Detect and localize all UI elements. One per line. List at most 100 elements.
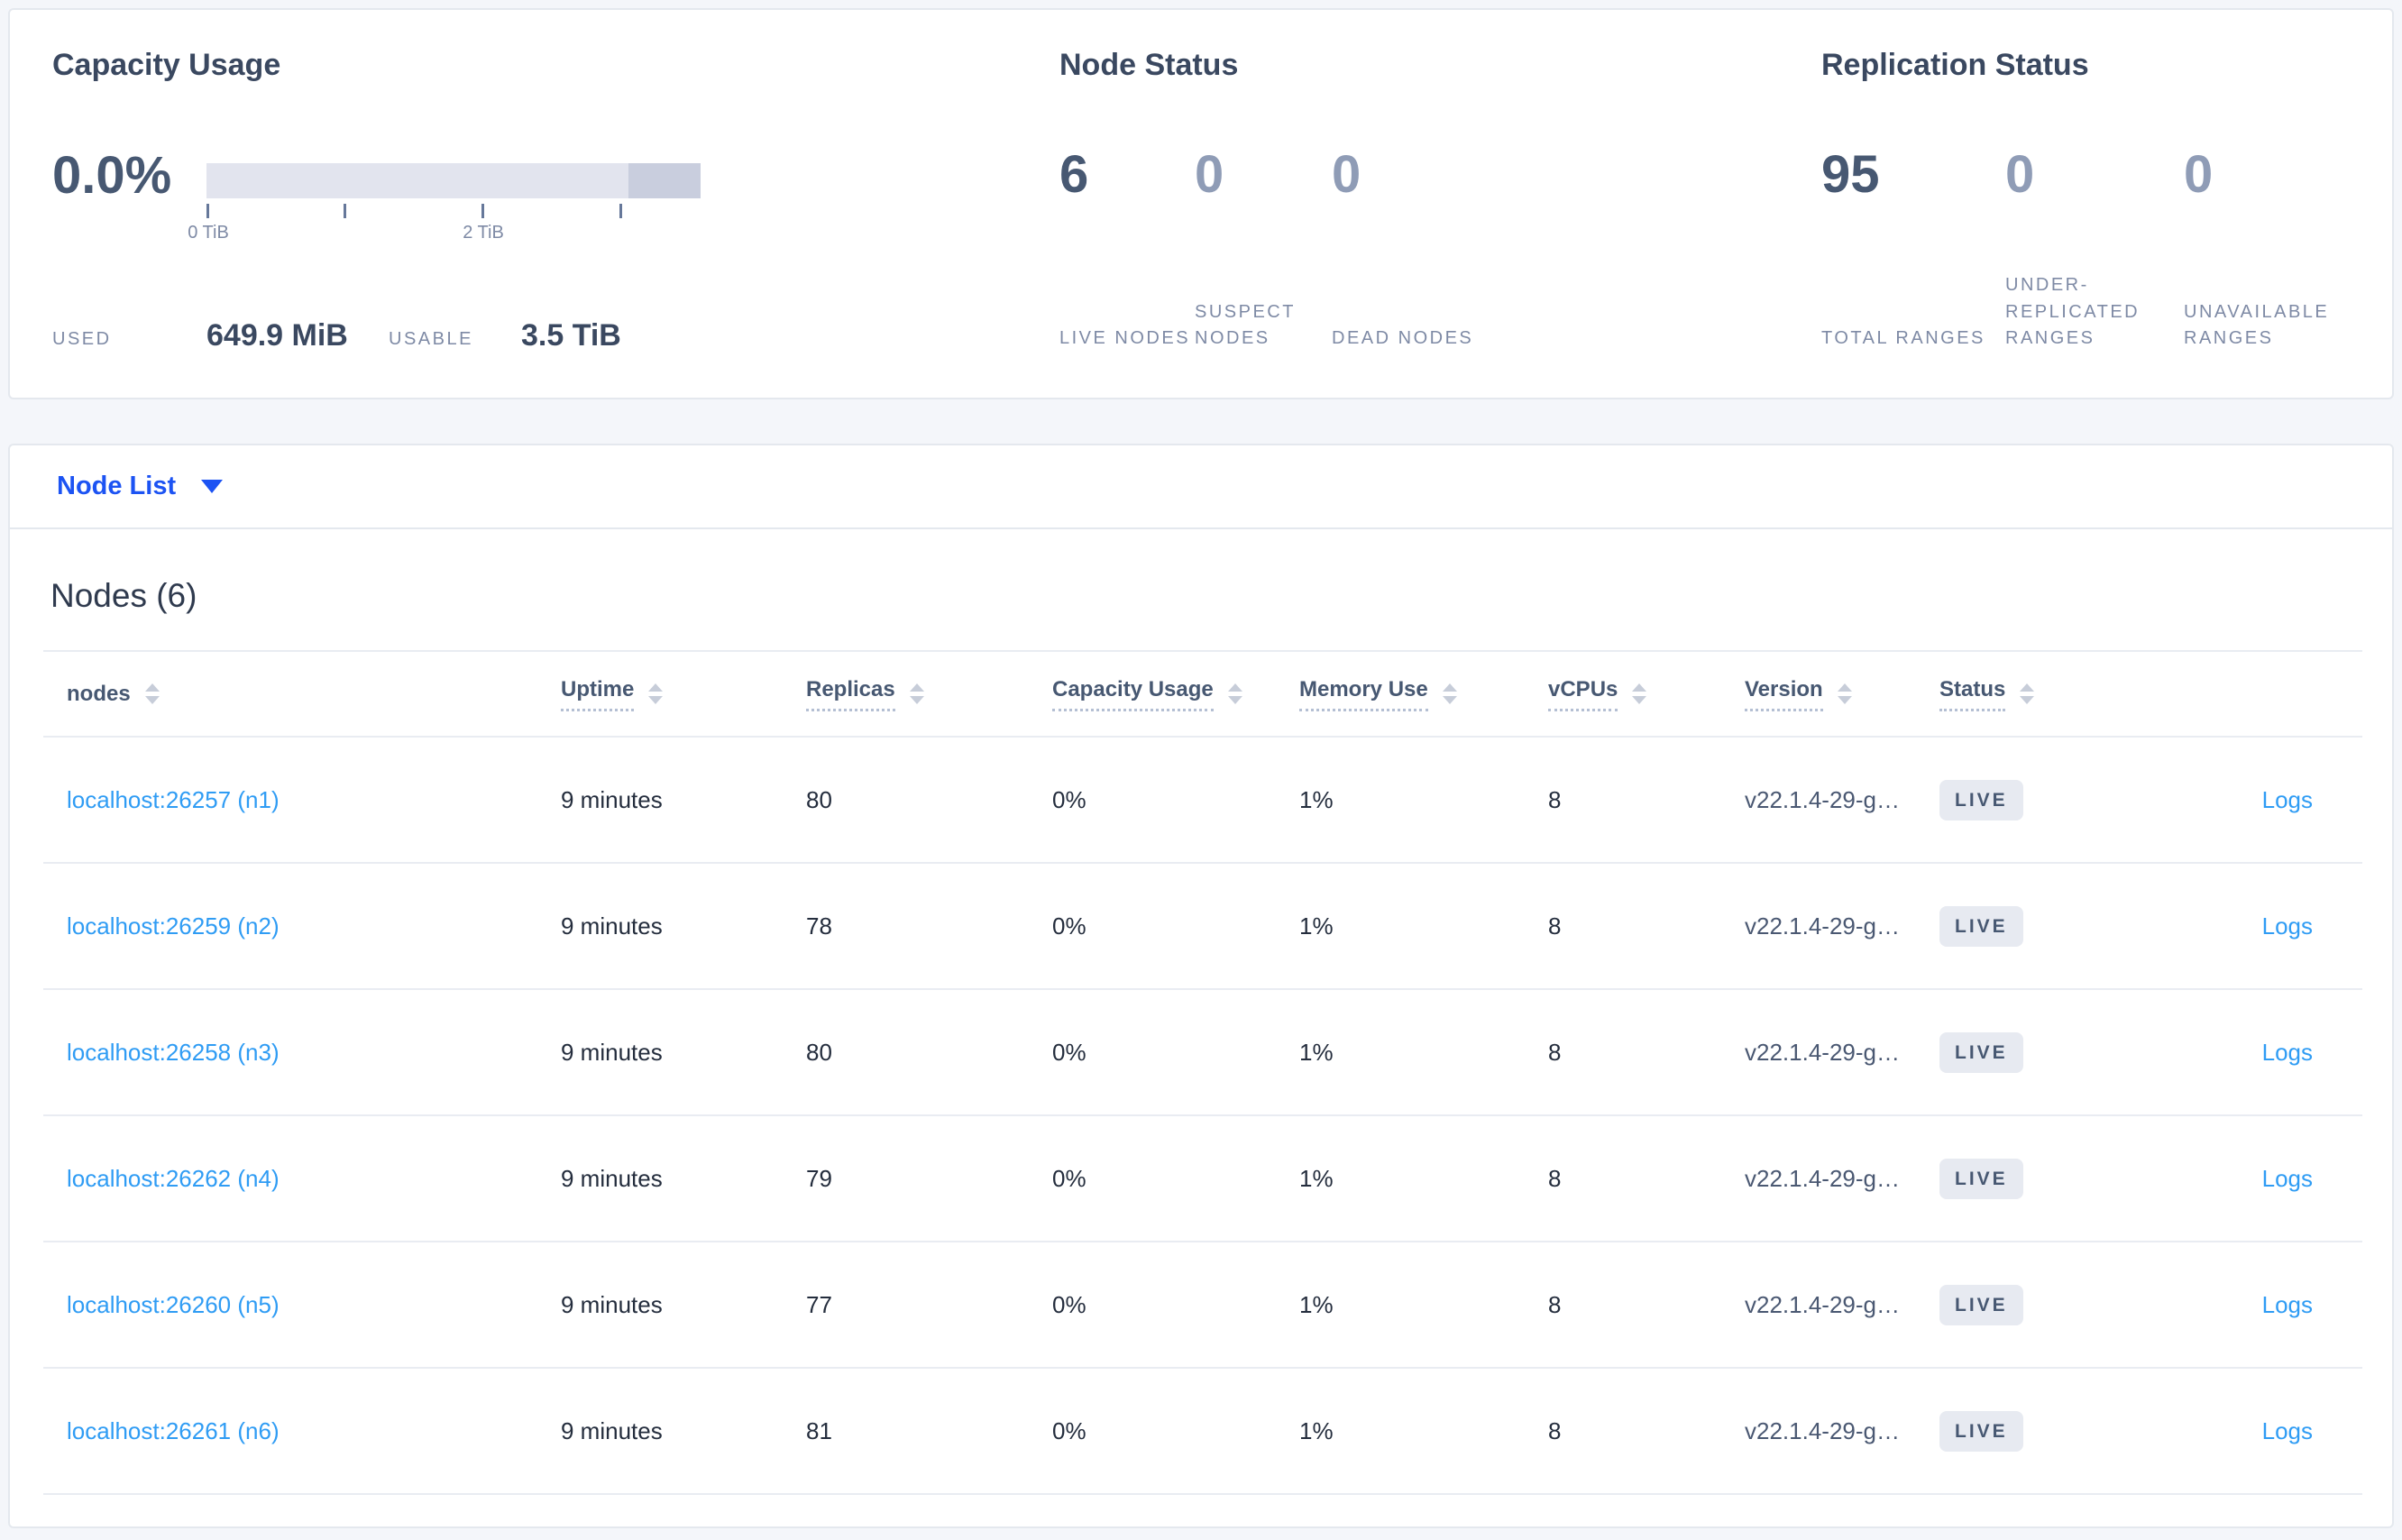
dead-nodes-stat: 0 DEAD NODES bbox=[1332, 143, 1485, 353]
table-row: localhost:26260 (n5) 9 minutes 77 0% 1% … bbox=[43, 1242, 2362, 1369]
uptime-cell: 9 minutes bbox=[561, 1038, 663, 1066]
vcpus-cell: 8 bbox=[1548, 912, 1562, 940]
usable-value: 3.5 TiB bbox=[521, 318, 621, 353]
replication-status-title: Replication Status bbox=[1821, 48, 2089, 82]
sort-icon[interactable] bbox=[1632, 683, 1647, 704]
memory-use-cell: 1% bbox=[1299, 785, 1334, 813]
replicas-cell: 79 bbox=[806, 1164, 832, 1192]
capacity-usage-cell: 0% bbox=[1052, 1038, 1086, 1066]
capacity-bar-chart: 0 TiB 2 TiB bbox=[188, 163, 701, 243]
header-replicas[interactable]: Replicas bbox=[806, 677, 1052, 711]
status-badge: LIVE bbox=[1939, 1031, 2023, 1073]
header-status[interactable]: Status bbox=[1939, 677, 2157, 711]
status-badge: LIVE bbox=[1939, 905, 2023, 947]
uptime-cell: 9 minutes bbox=[561, 912, 663, 940]
replicas-cell: 80 bbox=[806, 1038, 832, 1066]
axis-tick bbox=[481, 204, 484, 218]
version-cell: v22.1.4-29-g… bbox=[1745, 1290, 1900, 1318]
under-replicated-ranges-value: 0 bbox=[2005, 145, 2035, 204]
replicas-cell: 77 bbox=[806, 1290, 832, 1318]
table-row: localhost:26259 (n2) 9 minutes 78 0% 1% … bbox=[43, 864, 2362, 990]
header-uptime[interactable]: Uptime bbox=[561, 677, 806, 711]
table-row: localhost:26258 (n3) 9 minutes 80 0% 1% … bbox=[43, 990, 2362, 1116]
unavailable-ranges-value: 0 bbox=[2184, 145, 2214, 204]
replicas-cell: 81 bbox=[806, 1416, 832, 1444]
capacity-bar-reserved-segment bbox=[628, 163, 701, 198]
vcpus-cell: 8 bbox=[1548, 1290, 1562, 1318]
node-address-link[interactable]: localhost:26260 (n5) bbox=[67, 1290, 280, 1318]
uptime-cell: 9 minutes bbox=[561, 1164, 663, 1192]
table-row: localhost:26261 (n6) 9 minutes 81 0% 1% … bbox=[43, 1369, 2362, 1495]
vcpus-cell: 8 bbox=[1548, 785, 1562, 813]
memory-use-cell: 1% bbox=[1299, 1164, 1334, 1192]
dead-nodes-value: 0 bbox=[1332, 145, 1361, 204]
sort-icon[interactable] bbox=[2020, 683, 2035, 704]
nodes-count-title: Nodes (6) bbox=[50, 577, 197, 614]
node-address-link[interactable]: localhost:26258 (n3) bbox=[67, 1038, 280, 1066]
capacity-usage-cell: 0% bbox=[1052, 1290, 1086, 1318]
sort-icon[interactable] bbox=[1227, 683, 1242, 704]
logs-link[interactable]: Logs bbox=[2261, 1164, 2313, 1192]
header-vcpus[interactable]: vCPUs bbox=[1548, 677, 1745, 711]
used-value: 649.9 MiB bbox=[206, 318, 348, 353]
memory-use-cell: 1% bbox=[1299, 912, 1334, 940]
node-address-link[interactable]: localhost:26261 (n6) bbox=[67, 1416, 280, 1444]
header-version[interactable]: Version bbox=[1745, 677, 1939, 711]
view-selector-bar: Node List bbox=[10, 445, 2392, 529]
node-status-title: Node Status bbox=[1059, 48, 1239, 82]
under-replicated-ranges-label: UNDER-REPLICATED RANGES bbox=[2005, 275, 2141, 349]
node-address-link[interactable]: localhost:26262 (n4) bbox=[67, 1164, 280, 1192]
dead-nodes-label: DEAD NODES bbox=[1332, 328, 1474, 349]
header-capacity-usage[interactable]: Capacity Usage bbox=[1052, 677, 1299, 711]
unavailable-ranges-label: UNAVAILABLE RANGES bbox=[2184, 301, 2330, 349]
sort-icon[interactable] bbox=[144, 683, 160, 704]
status-cell: LIVE bbox=[1939, 779, 2157, 820]
version-cell: v22.1.4-29-g… bbox=[1745, 912, 1900, 940]
sort-icon[interactable] bbox=[648, 683, 664, 704]
version-cell: v22.1.4-29-g… bbox=[1745, 785, 1900, 813]
status-cell: LIVE bbox=[1939, 1158, 2157, 1199]
sort-icon[interactable] bbox=[1837, 683, 1852, 704]
unavailable-ranges-stat: 0 UNAVAILABLE RANGES bbox=[2184, 143, 2391, 353]
node-list-dropdown[interactable]: Node List bbox=[57, 472, 177, 500]
suspect-nodes-stat: 0 SUSPECT NODES bbox=[1195, 143, 1332, 353]
node-status-stats: 6 LIVE NODES 0 SUSPECT NODES 0 DEAD NODE… bbox=[1059, 143, 1485, 353]
suspect-nodes-value: 0 bbox=[1195, 145, 1224, 204]
capacity-usage-cell: 0% bbox=[1052, 912, 1086, 940]
live-nodes-value: 6 bbox=[1059, 145, 1089, 204]
axis-tick bbox=[344, 204, 346, 218]
logs-link[interactable]: Logs bbox=[2261, 1038, 2313, 1066]
logs-link[interactable]: Logs bbox=[2261, 912, 2313, 940]
status-badge: LIVE bbox=[1939, 779, 2023, 820]
capacity-usage-cell: 0% bbox=[1052, 1416, 1086, 1444]
uptime-cell: 9 minutes bbox=[561, 1290, 663, 1318]
caret-down-icon[interactable] bbox=[201, 480, 224, 493]
live-nodes-stat: 6 LIVE NODES bbox=[1059, 143, 1195, 353]
logs-link[interactable]: Logs bbox=[2261, 785, 2313, 813]
status-badge: LIVE bbox=[1939, 1158, 2023, 1199]
axis-tick-label: 0 TiB bbox=[188, 223, 229, 243]
node-address-link[interactable]: localhost:26259 (n2) bbox=[67, 912, 280, 940]
sort-icon[interactable] bbox=[1442, 683, 1457, 704]
replicas-cell: 78 bbox=[806, 912, 832, 940]
total-ranges-label: TOTAL RANGES bbox=[1821, 328, 1985, 349]
under-replicated-ranges-stat: 0 UNDER-REPLICATED RANGES bbox=[2005, 143, 2184, 353]
vcpus-cell: 8 bbox=[1548, 1038, 1562, 1066]
header-nodes[interactable]: nodes bbox=[43, 682, 561, 707]
suspect-nodes-label: SUSPECT NODES bbox=[1195, 301, 1296, 349]
capacity-bar bbox=[206, 163, 701, 198]
capacity-percent: 0.0% bbox=[52, 146, 172, 205]
header-memory-use[interactable]: Memory Use bbox=[1299, 677, 1548, 711]
memory-use-cell: 1% bbox=[1299, 1290, 1334, 1318]
logs-link[interactable]: Logs bbox=[2261, 1416, 2313, 1444]
capacity-usage-cell: 0% bbox=[1052, 1164, 1086, 1192]
used-label: USED bbox=[52, 329, 112, 349]
capacity-usage-cell: 0% bbox=[1052, 785, 1086, 813]
table-row: localhost:26262 (n4) 9 minutes 79 0% 1% … bbox=[43, 1116, 2362, 1242]
table-row: localhost:26257 (n1) 9 minutes 80 0% 1% … bbox=[43, 738, 2362, 864]
sort-icon[interactable] bbox=[909, 683, 924, 704]
version-cell: v22.1.4-29-g… bbox=[1745, 1164, 1900, 1192]
logs-link[interactable]: Logs bbox=[2261, 1290, 2313, 1318]
node-address-link[interactable]: localhost:26257 (n1) bbox=[67, 785, 280, 813]
axis-tick bbox=[619, 204, 622, 218]
